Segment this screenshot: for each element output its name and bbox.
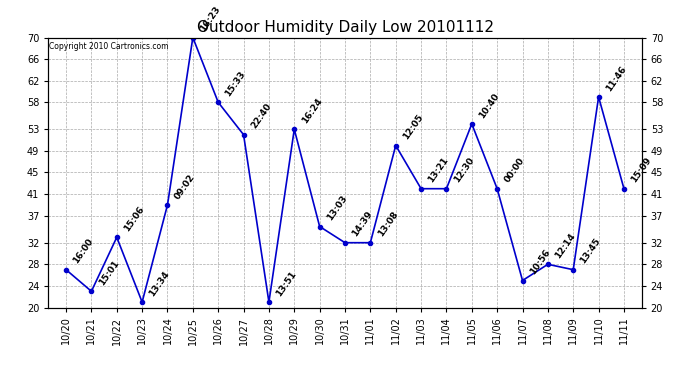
Text: 10:40: 10:40 xyxy=(477,91,501,120)
Text: 15:01: 15:01 xyxy=(97,259,121,287)
Text: 12:30: 12:30 xyxy=(452,156,475,184)
Text: 13:34: 13:34 xyxy=(148,269,172,298)
Text: 00:00: 00:00 xyxy=(503,156,526,184)
Text: 13:51: 13:51 xyxy=(275,269,298,298)
Text: 15:33: 15:33 xyxy=(224,69,248,98)
Text: Copyright 2010 Cartronics.com: Copyright 2010 Cartronics.com xyxy=(50,42,169,51)
Text: 13:03: 13:03 xyxy=(325,194,349,222)
Text: 12:05: 12:05 xyxy=(402,113,425,141)
Text: 12:14: 12:14 xyxy=(553,231,578,260)
Text: 15:09: 15:09 xyxy=(629,156,653,184)
Text: 11:46: 11:46 xyxy=(604,64,628,93)
Text: 16:24: 16:24 xyxy=(300,96,324,125)
Text: 22:40: 22:40 xyxy=(249,102,273,130)
Text: 10:56: 10:56 xyxy=(528,248,552,276)
Text: 14:39: 14:39 xyxy=(351,210,375,238)
Text: 09:02: 09:02 xyxy=(173,172,197,201)
Text: 16:23: 16:23 xyxy=(199,5,222,33)
Text: 13:45: 13:45 xyxy=(579,237,602,266)
Text: 15:06: 15:06 xyxy=(122,205,146,233)
Text: 13:21: 13:21 xyxy=(426,156,451,184)
Title: Outdoor Humidity Daily Low 20101112: Outdoor Humidity Daily Low 20101112 xyxy=(197,20,493,35)
Text: 16:00: 16:00 xyxy=(72,237,95,266)
Text: 13:08: 13:08 xyxy=(376,210,400,238)
